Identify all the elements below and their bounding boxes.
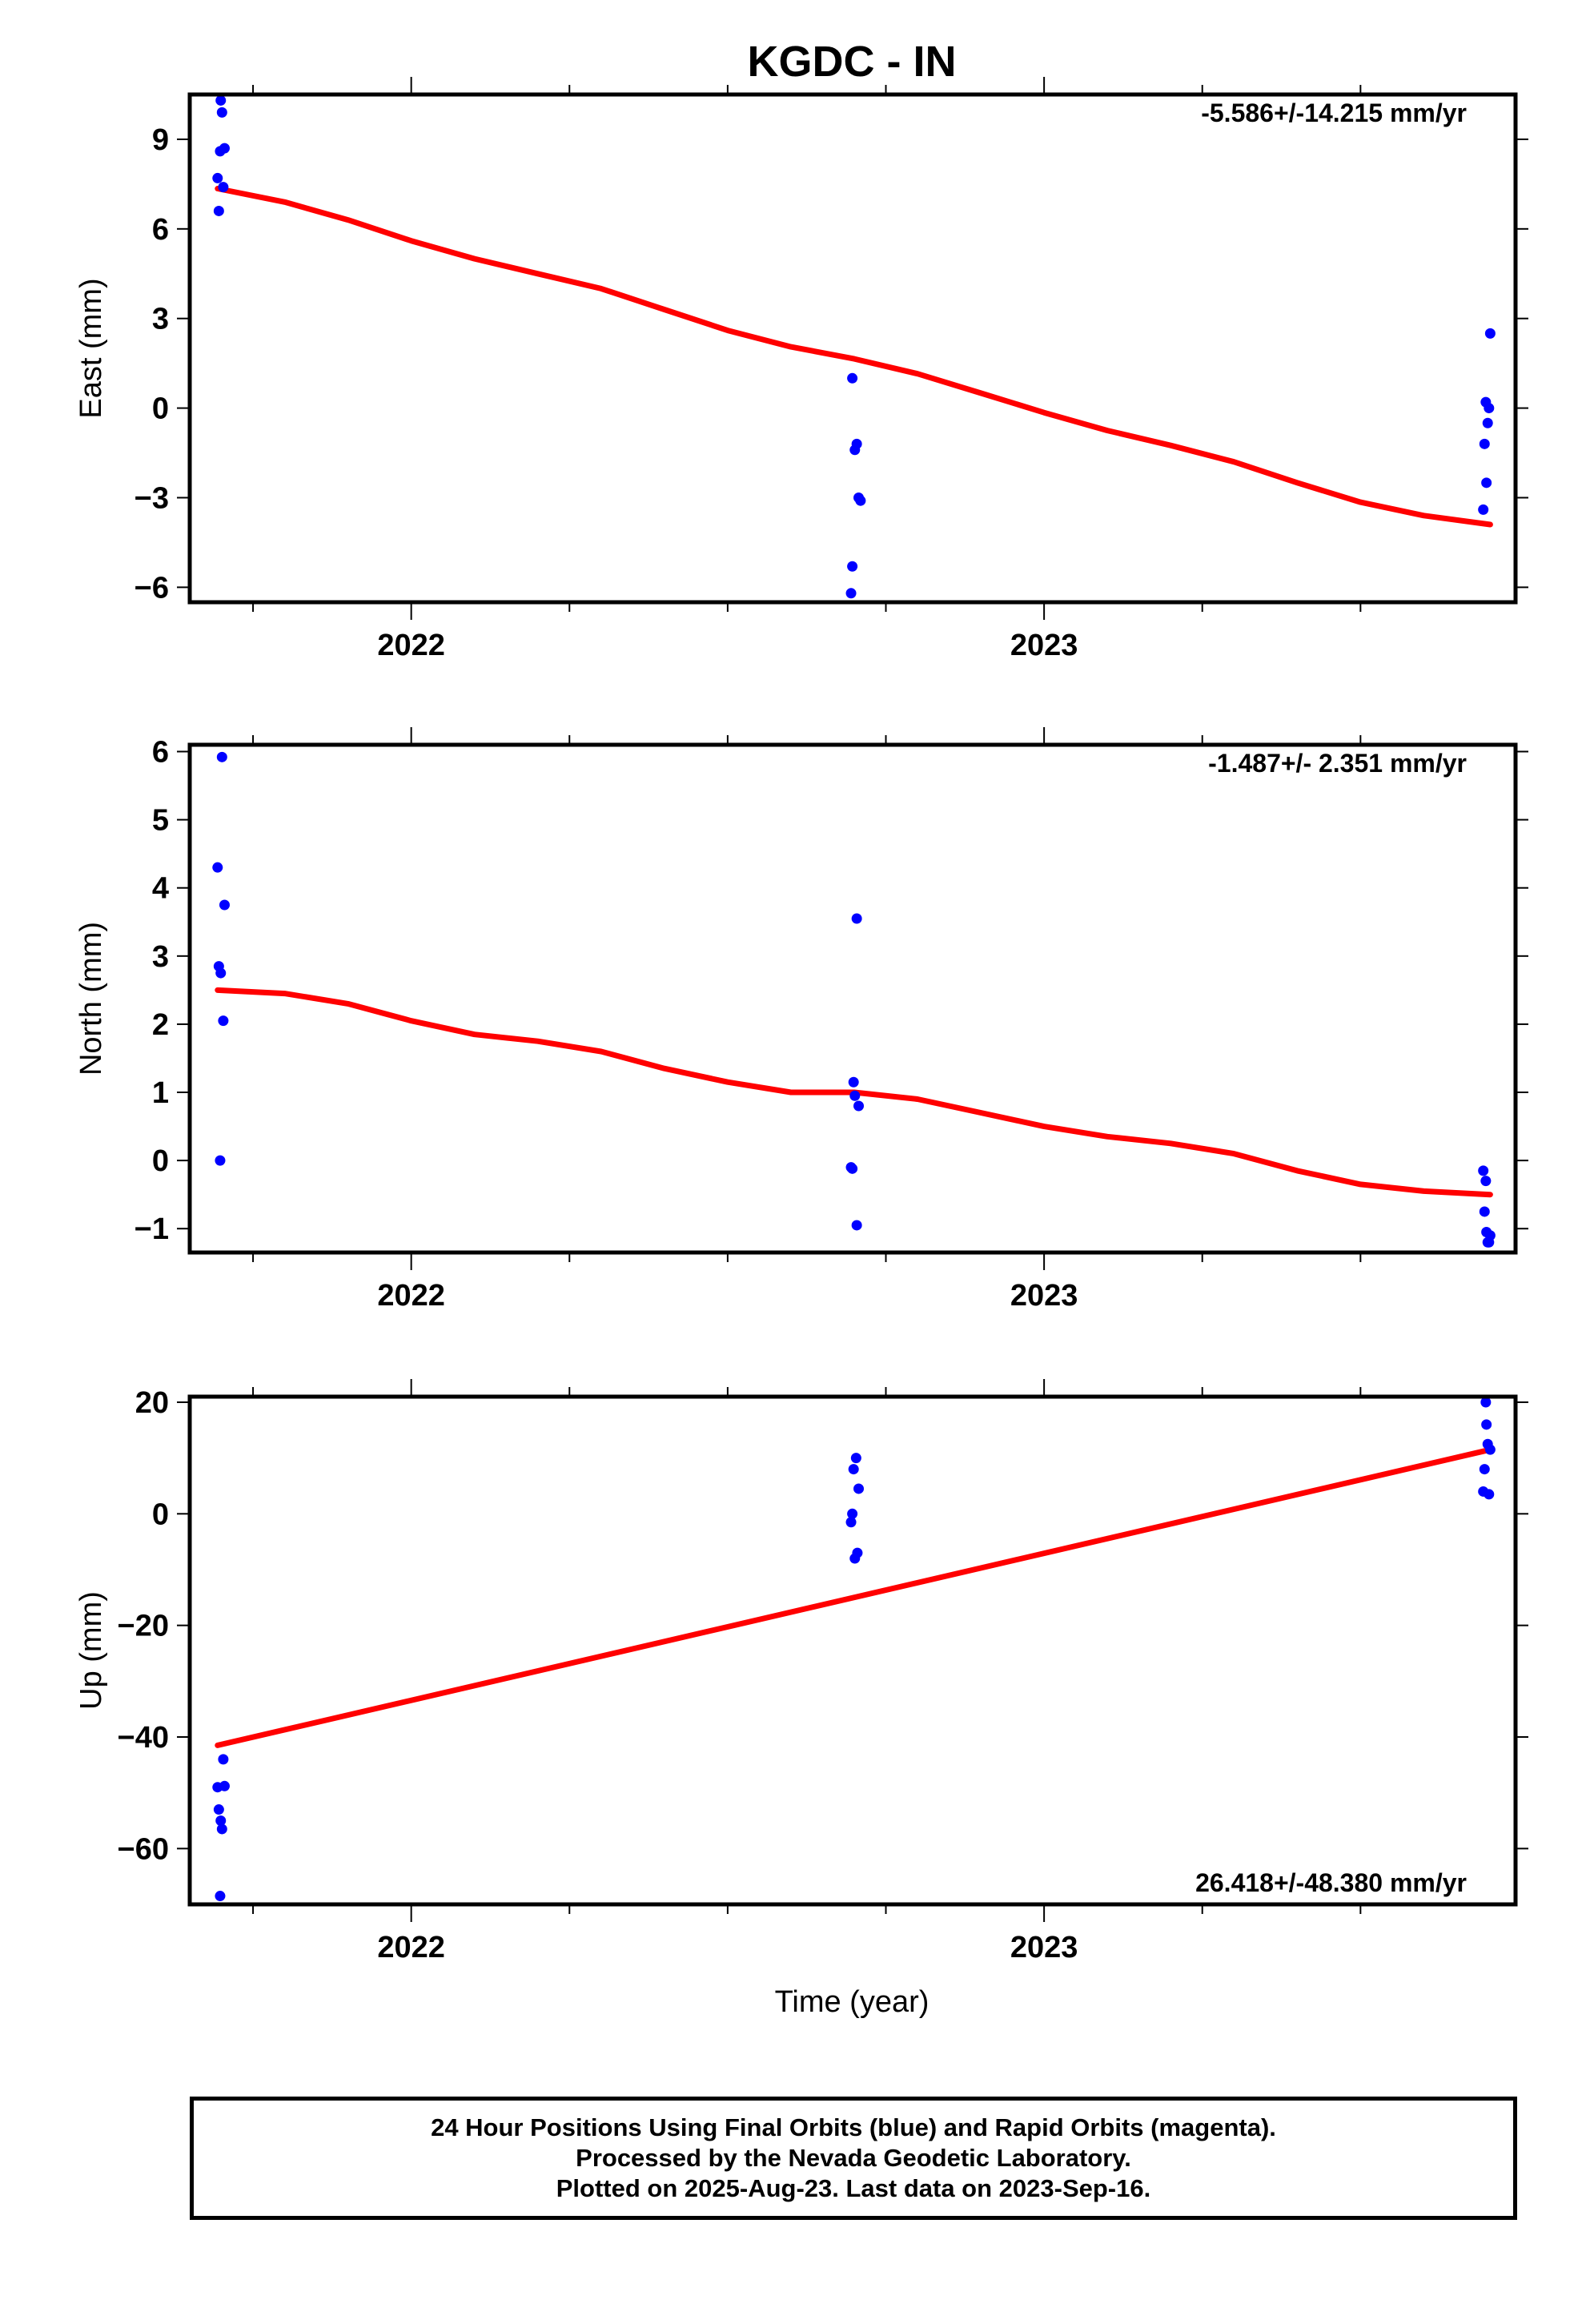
data-point bbox=[218, 182, 229, 193]
data-point bbox=[850, 1453, 861, 1464]
x-tick-label: 2022 bbox=[377, 1279, 445, 1313]
rate-annotation: -1.487+/- 2.351 mm/yr bbox=[1208, 749, 1467, 778]
x-tick-label: 2023 bbox=[1010, 1279, 1078, 1313]
data-point bbox=[215, 1891, 226, 1902]
y-tick-label: −6 bbox=[135, 571, 169, 605]
data-point bbox=[1479, 1206, 1490, 1217]
y-tick-label: −60 bbox=[118, 1832, 169, 1866]
rate-annotation: 26.418+/-48.380 mm/yr bbox=[1195, 1868, 1467, 1897]
data-point bbox=[219, 143, 230, 154]
data-point bbox=[216, 107, 227, 118]
x-tick-label: 2023 bbox=[1010, 629, 1078, 662]
data-point bbox=[1484, 1230, 1496, 1241]
y-tick-label: 0 bbox=[152, 1498, 169, 1531]
y-tick-label: 20 bbox=[135, 1386, 169, 1420]
plot-frame bbox=[187, 742, 1518, 1255]
footer-line-3: Plotted on 2025-Aug-23. Last data on 202… bbox=[556, 2174, 1151, 2202]
data-point bbox=[1479, 1464, 1490, 1475]
y-tick-label: −20 bbox=[118, 1610, 169, 1643]
y-tick-label: 6 bbox=[152, 736, 169, 770]
up-panel: 2022 2023 20 0 −20 −40 −60 Up (mm) 26.418+/-48.3… bbox=[74, 1379, 1528, 1964]
y-tick-label: 6 bbox=[152, 213, 169, 247]
data-point bbox=[845, 1517, 857, 1528]
y-tick-label: 3 bbox=[152, 303, 169, 336]
y-tick-label: 0 bbox=[152, 1144, 169, 1178]
data-point bbox=[215, 1155, 226, 1166]
fit-line bbox=[215, 186, 1493, 528]
data-point bbox=[213, 1804, 224, 1815]
x-axis-label: Time (year) bbox=[775, 1985, 930, 2019]
y-tick-label: 1 bbox=[152, 1076, 169, 1110]
footer-line-1: 24 Hour Positions Using Final Orbits (bl… bbox=[431, 2113, 1276, 2141]
y-axis-label: East (mm) bbox=[74, 278, 108, 418]
data-point bbox=[1478, 504, 1489, 515]
y-tick-label: 3 bbox=[152, 940, 169, 974]
y-tick-label: −40 bbox=[118, 1721, 169, 1755]
y-tick-label: 9 bbox=[152, 123, 169, 157]
east-panel: 2022 2023 9 6 3 0 −3 −6 East (mm) -5.586+/-14.215… bbox=[74, 77, 1528, 662]
y-tick-label: 4 bbox=[152, 872, 169, 906]
data-point bbox=[851, 913, 862, 924]
x-tick-label: 2023 bbox=[1010, 1931, 1078, 1964]
figure-title: KGDC - IN bbox=[748, 38, 957, 86]
data-point bbox=[213, 205, 224, 216]
data-point bbox=[848, 1076, 859, 1088]
data-point bbox=[212, 862, 223, 873]
plot-frame bbox=[187, 92, 1518, 605]
y-tick-label: −3 bbox=[135, 481, 169, 515]
data-point bbox=[849, 1090, 861, 1101]
y-tick-label: 2 bbox=[152, 1008, 169, 1042]
y-axis-label: Up (mm) bbox=[74, 1591, 108, 1710]
data-point bbox=[1484, 403, 1495, 414]
data-point bbox=[218, 1015, 229, 1027]
data-point bbox=[845, 588, 857, 599]
data-point bbox=[215, 967, 227, 979]
data-point bbox=[1480, 1397, 1492, 1408]
plot-frame bbox=[187, 1394, 1518, 1907]
data-point bbox=[853, 1100, 865, 1112]
data-point bbox=[1484, 328, 1496, 339]
fit-line bbox=[215, 1446, 1493, 1748]
x-tick-label: 2022 bbox=[377, 1931, 445, 1964]
data-point bbox=[853, 1483, 865, 1494]
data-point bbox=[855, 495, 866, 506]
data-point bbox=[1479, 438, 1490, 449]
data-point bbox=[1482, 417, 1493, 428]
data-point bbox=[847, 1163, 858, 1174]
data-point bbox=[1484, 1489, 1495, 1500]
data-point bbox=[848, 1464, 859, 1475]
data-point bbox=[215, 1815, 227, 1826]
y-axis-label: North (mm) bbox=[74, 922, 108, 1076]
data-point bbox=[1484, 1444, 1496, 1455]
data-point bbox=[215, 94, 227, 106]
data-point bbox=[219, 1780, 230, 1791]
y-tick-label: −1 bbox=[135, 1212, 169, 1246]
data-point bbox=[847, 561, 858, 572]
data-point bbox=[216, 751, 227, 762]
data-point bbox=[1481, 1419, 1492, 1430]
data-point bbox=[852, 1547, 863, 1558]
data-point bbox=[1478, 1165, 1489, 1176]
x-tick-label: 2022 bbox=[377, 629, 445, 662]
data-point bbox=[847, 1508, 858, 1519]
data-point bbox=[851, 1220, 862, 1231]
data-point bbox=[1480, 1176, 1492, 1187]
footer-line-2: Processed by the Nevada Geodetic Laborat… bbox=[576, 2144, 1131, 2172]
y-tick-label: 5 bbox=[152, 804, 169, 838]
data-point bbox=[218, 1754, 229, 1765]
data-point bbox=[216, 1823, 227, 1835]
data-point bbox=[212, 172, 223, 183]
data-point bbox=[847, 372, 858, 384]
footer-caption: 24 Hour Positions Using Final Orbits (bl… bbox=[190, 2097, 1517, 2220]
data-point bbox=[851, 438, 862, 449]
rate-annotation: -5.586+/-14.215 mm/yr bbox=[1201, 99, 1467, 127]
data-point bbox=[1481, 477, 1492, 489]
y-tick-label: 0 bbox=[152, 392, 169, 426]
data-point bbox=[219, 899, 230, 911]
north-panel: 2022 2023 6 5 4 3 2 1 0 −1 North (mm) -1.487+/- 2.3… bbox=[74, 727, 1528, 1313]
